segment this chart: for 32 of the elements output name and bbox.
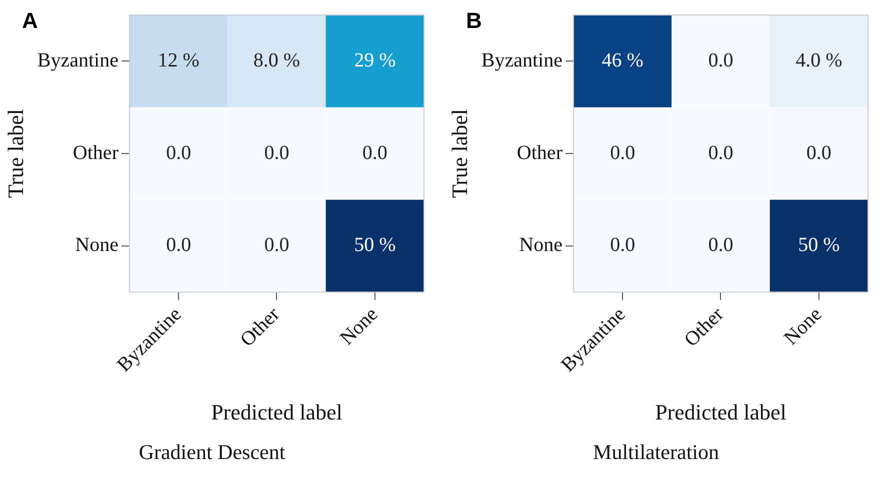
- data-label: 50 %: [354, 234, 396, 256]
- text: A: [22, 8, 38, 34]
- x-axis-title: Predicted label: [211, 399, 342, 424]
- data-label: 46 %: [602, 49, 644, 72]
- y-tick-label: Other: [516, 142, 563, 164]
- data-label: 0.0: [362, 142, 388, 164]
- y-tick-label: Other: [72, 142, 119, 164]
- data-label: 12 %: [158, 49, 200, 72]
- data-label: 0.0: [264, 142, 290, 164]
- data-label: 0.0: [610, 142, 636, 164]
- text: Gradient Descent: [138, 440, 286, 464]
- data-label: 0.0: [166, 142, 192, 164]
- data-label: 0.0: [708, 142, 734, 164]
- y-tick-label: Byzantine: [37, 49, 119, 72]
- text: Multilateration: [593, 440, 720, 464]
- data-label: 0.0: [610, 234, 636, 256]
- data-label: 0.0: [166, 234, 192, 256]
- data-label: 8.0 %: [253, 49, 300, 72]
- x-axis-title: Predicted label: [655, 399, 786, 424]
- data-label: 0.0: [806, 142, 832, 164]
- data-label: 0.0: [708, 49, 734, 72]
- data-label: 29 %: [354, 49, 396, 72]
- y-tick-label: None: [519, 234, 563, 256]
- y-tick-label: None: [75, 234, 119, 256]
- data-label: 0.0: [708, 234, 734, 256]
- data-label: 0.0: [264, 234, 290, 256]
- data-label: 50 %: [798, 234, 840, 256]
- y-axis-title: True label: [2, 109, 28, 198]
- text: B: [466, 8, 482, 34]
- data-label: 4.0 %: [796, 49, 842, 72]
- y-tick-label: Byzantine: [481, 49, 563, 72]
- y-axis-title: True label: [446, 109, 472, 198]
